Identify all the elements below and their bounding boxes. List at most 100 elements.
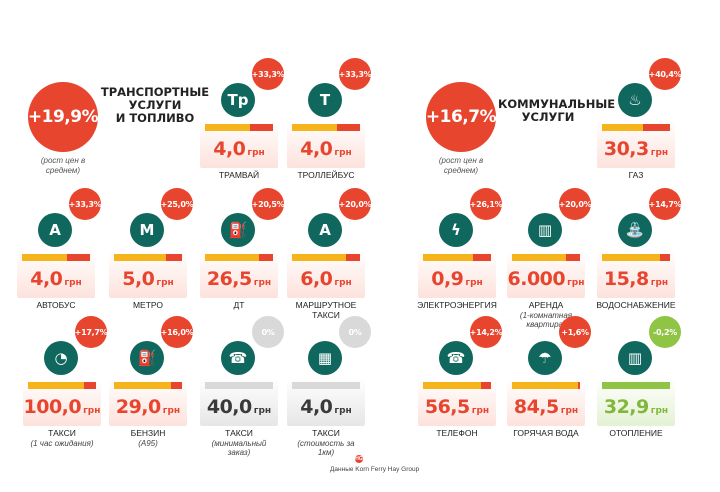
previous-price-fill [205,254,260,261]
transport-title-line2: УСЛУГИ [128,98,182,112]
price-change-bar [292,254,360,261]
previous-price-fill [114,382,172,389]
previous-price-fill [292,254,347,261]
percent-change-badge: +1,6% [559,316,591,348]
previous-price-fill [423,254,474,261]
transport-average-note: (рост цен в среднем) [40,156,86,175]
price-number: 26,5 [206,268,252,290]
price-value: 4,0 грн [17,268,95,290]
price-value: 40,0 грн [200,396,278,418]
item-label: ГАЗ [628,170,644,180]
price-change-bar [602,382,670,389]
tram-icon: Тр [221,83,255,117]
price-unit: грн [465,278,483,288]
price-number: 29,0 [115,396,161,418]
price-unit: грн [83,406,101,416]
item-label: АВТОБУС [36,300,76,310]
item-label: ТАКСИ [225,428,253,438]
utilities-average-badge: +16,7% [426,82,497,152]
price-value: 5,0 грн [109,268,187,290]
hay-group-logo-icon: HG [355,455,363,463]
item-label: ОТОПЛЕНИЕ [609,428,663,438]
percent-change-badge: +20,0% [559,188,592,220]
price-card: 32,9 грн [597,378,675,426]
bus-icon: А [38,213,72,247]
previous-price-fill [602,254,660,261]
item-label: ТЕЛЕФОН [436,428,478,438]
utilities-title-line2: УСЛУГИ [521,110,575,124]
icon-glyph: М [139,221,155,239]
price-card: 4,0 грн [17,250,95,298]
gas-flame-icon: ♨ [618,83,652,117]
item-sublabel: (минимальный заказ) [211,439,267,457]
item-sublabel: (1 час ожидания) [30,439,94,448]
price-value: 26,5 грн [200,268,278,290]
percent-change-badge: +40,4% [649,58,682,90]
percent-change-badge: +20,5% [252,188,285,220]
apartment-building-icon: ▥ [528,213,562,247]
transport-title-line1: ТРАНСПОРТНЫЕ [100,85,210,99]
price-card: 30,3 грн [597,120,675,168]
utilities-section-title: КОММУНАЛЬНЫЕ УСЛУГИ [498,98,615,124]
taxi-meter-icon: ◔ [44,341,78,375]
icon-glyph: ☎ [228,349,248,367]
item-label: ВОДОСНАБЖЕНИЕ [596,300,676,310]
fuel-pump-icon: ⛽ [221,213,255,247]
item-label: ТАКСИ [48,428,76,438]
metro-icon: М [130,213,164,247]
price-value: 100,0 грн [23,396,101,418]
item-label: ТАКСИ [312,428,340,438]
icon-glyph: ♨ [628,91,642,109]
percent-change-badge: 0% [339,316,371,348]
price-change-bar [114,382,182,389]
price-change-bar [602,124,670,131]
item-label: МЕТРО [132,300,164,310]
previous-price-fill [512,382,578,389]
transport-average-badge: +19,9% [28,82,99,152]
item-label: ТРОЛЛЕЙБУС [297,170,355,180]
price-number: 5,0 [122,268,155,290]
radiator-icon: ▥ [618,341,652,375]
price-value: 4,0 грн [200,138,278,160]
price-unit: грн [253,406,272,416]
price-unit: грн [162,406,181,416]
previous-price-fill [114,254,166,261]
price-number: 15,8 [603,268,649,290]
price-change-bar [423,254,491,261]
previous-price-fill [22,254,67,261]
price-unit: грн [560,406,579,416]
icon-glyph: ϟ [451,221,461,239]
icon-glyph: ▥ [537,221,553,239]
trolleybus-icon: Т [308,83,342,117]
percent-change-badge: +33,3% [69,188,102,220]
price-unit: грн [334,148,352,158]
price-unit: грн [334,406,352,416]
percent-change-badge: +26,1% [470,188,503,220]
price-number: 40,0 [206,396,252,418]
percent-change-badge: +33,3% [252,58,285,90]
price-number: 30,3 [603,138,649,160]
price-card: 6,0 грн [287,250,365,298]
price-unit: грн [471,406,490,416]
price-change-bar [292,124,360,131]
previous-price-fill [512,254,567,261]
price-change-bar [602,254,670,261]
previous-price-fill [423,382,482,389]
price-card: 26,5 грн [200,250,278,298]
icon-glyph: ▥ [627,349,643,367]
price-number: 4,0 [213,138,246,160]
price-value: 84,5 грн [507,396,585,418]
price-number: 100,0 [23,396,82,418]
price-unit: грн [650,278,669,288]
price-card: 4,0 грн [200,120,278,168]
previous-price-fill [292,382,360,389]
icon-glyph: ⛽ [228,221,248,239]
price-card: 0,9 грн [418,250,496,298]
item-label: АРЕНДА [528,300,564,310]
price-value: 6,0 грн [287,268,365,290]
percent-change-badge: +17,7% [75,316,108,348]
percent-change-badge: +20,0% [339,188,372,220]
percent-change-badge: +14,7% [649,188,682,220]
price-unit: грн [334,278,352,288]
price-number: 4,0 [300,396,333,418]
